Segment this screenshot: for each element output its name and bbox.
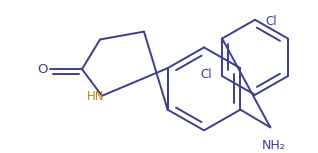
Text: HN: HN — [87, 90, 105, 103]
Text: NH₂: NH₂ — [261, 139, 285, 152]
Text: Cl: Cl — [265, 15, 277, 28]
Text: Cl: Cl — [200, 68, 212, 81]
Text: O: O — [37, 63, 47, 76]
